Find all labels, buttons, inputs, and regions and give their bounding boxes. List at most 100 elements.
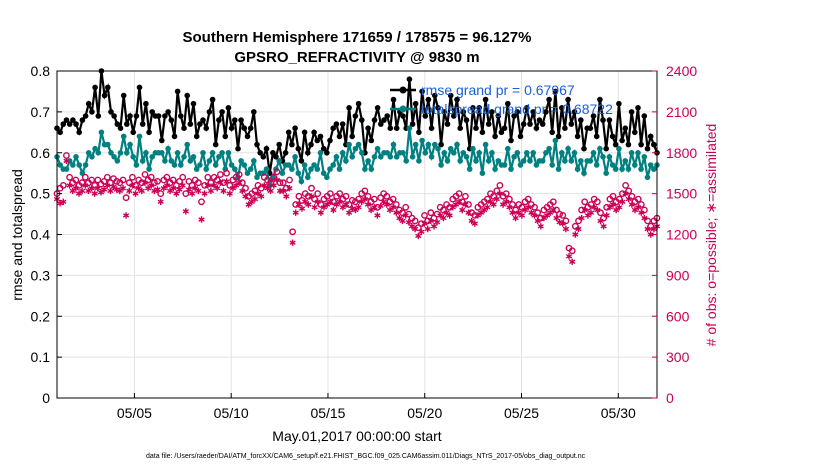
point-totalspread (479, 170, 486, 176)
point-totalspread (73, 154, 79, 160)
point-totalspread (308, 166, 314, 172)
point-rmse (336, 133, 343, 140)
point-totalspread (301, 162, 308, 168)
point-assimilated (116, 187, 123, 195)
point-rmse (514, 109, 521, 115)
point-assimilated (295, 201, 303, 208)
point-rmse (124, 121, 130, 127)
point-rmse (447, 92, 454, 99)
y-right-tick-label: 900 (666, 267, 690, 283)
y-left-tick-label: 0.4 (31, 227, 51, 243)
point-assimilated (258, 193, 265, 200)
point-totalspread (403, 158, 410, 164)
point-assimilated (512, 214, 519, 222)
point-totalspread (95, 150, 102, 156)
point-assimilated (72, 185, 79, 192)
point-rmse (127, 113, 133, 119)
point-assimilated (229, 185, 237, 192)
point-rmse (438, 141, 444, 148)
point-rmse (254, 141, 260, 148)
point-assimilated (75, 190, 83, 197)
point-totalspread (165, 145, 171, 152)
point-assimilated (88, 185, 95, 192)
point-possible (66, 173, 74, 181)
point-assimilated (104, 182, 111, 189)
point-assimilated (210, 182, 218, 189)
point-assimilated (506, 204, 513, 211)
point-assimilated (245, 201, 252, 208)
point-totalspread (422, 150, 429, 156)
point-totalspread (295, 170, 302, 176)
point-possible (556, 210, 563, 218)
point-assimilated (411, 225, 419, 233)
point-totalspread (362, 166, 368, 172)
point-assimilated (361, 195, 368, 203)
y-right-tick-label: 2400 (666, 63, 697, 79)
point-assimilated (305, 201, 312, 208)
point-rmse (193, 133, 200, 140)
point-rmse (241, 125, 248, 131)
point-assimilated (440, 214, 447, 222)
point-rmse (184, 92, 190, 99)
point-assimilated (289, 239, 296, 246)
point-totalspread (117, 150, 124, 156)
point-rmse (409, 121, 416, 127)
point-rmse (501, 125, 508, 131)
point-assimilated (650, 225, 657, 233)
point-totalspread (139, 158, 146, 164)
point-assimilated (280, 187, 287, 195)
point-assimilated (465, 209, 472, 216)
point-possible (122, 194, 130, 202)
point-totalspread (108, 150, 114, 156)
point-assimilated (163, 182, 171, 189)
point-rmse (616, 100, 622, 107)
point-totalspread (425, 141, 432, 148)
point-rmse (285, 129, 292, 136)
point-rmse (482, 96, 489, 103)
point-possible (370, 195, 378, 203)
point-possible (308, 184, 315, 192)
series-possible (53, 152, 661, 255)
point-assimilated (443, 209, 450, 216)
point-assimilated (97, 189, 105, 196)
point-assimilated (427, 217, 434, 225)
point-rmse (149, 109, 155, 115)
point-totalspread (612, 166, 619, 172)
point-rmse (298, 158, 305, 164)
point-rmse (412, 100, 419, 107)
point-assimilated (569, 258, 576, 265)
point-rmse (555, 133, 562, 140)
point-totalspread (527, 158, 533, 164)
y-left-tick-label: 0.8 (31, 63, 51, 79)
point-assimilated (613, 206, 620, 214)
point-totalspread (130, 154, 136, 160)
point-rmse (562, 125, 568, 131)
point-totalspread (451, 150, 457, 156)
point-assimilated (433, 219, 441, 226)
point-rmse (559, 105, 565, 111)
point-totalspread (530, 150, 536, 156)
point-possible (100, 177, 108, 185)
point-totalspread (244, 170, 251, 176)
point-rmse (406, 76, 413, 82)
point-assimilated (415, 232, 422, 240)
point-totalspread (159, 150, 165, 156)
point-totalspread (187, 158, 194, 164)
point-possible (383, 192, 391, 200)
point-totalspread (311, 162, 317, 168)
point-assimilated (226, 190, 233, 197)
point-possible (157, 190, 165, 198)
point-rmse (381, 117, 387, 123)
point-totalspread (276, 158, 283, 164)
point-totalspread (441, 150, 448, 156)
point-assimilated (515, 209, 522, 216)
point-possible (169, 176, 177, 184)
point-possible (185, 177, 193, 185)
point-assimilated (452, 201, 460, 208)
point-rmse (463, 117, 470, 123)
point-totalspread (524, 150, 530, 156)
point-totalspread (346, 141, 352, 148)
point-rmse (308, 141, 314, 148)
point-totalspread (546, 145, 552, 152)
point-rmse (101, 92, 108, 99)
